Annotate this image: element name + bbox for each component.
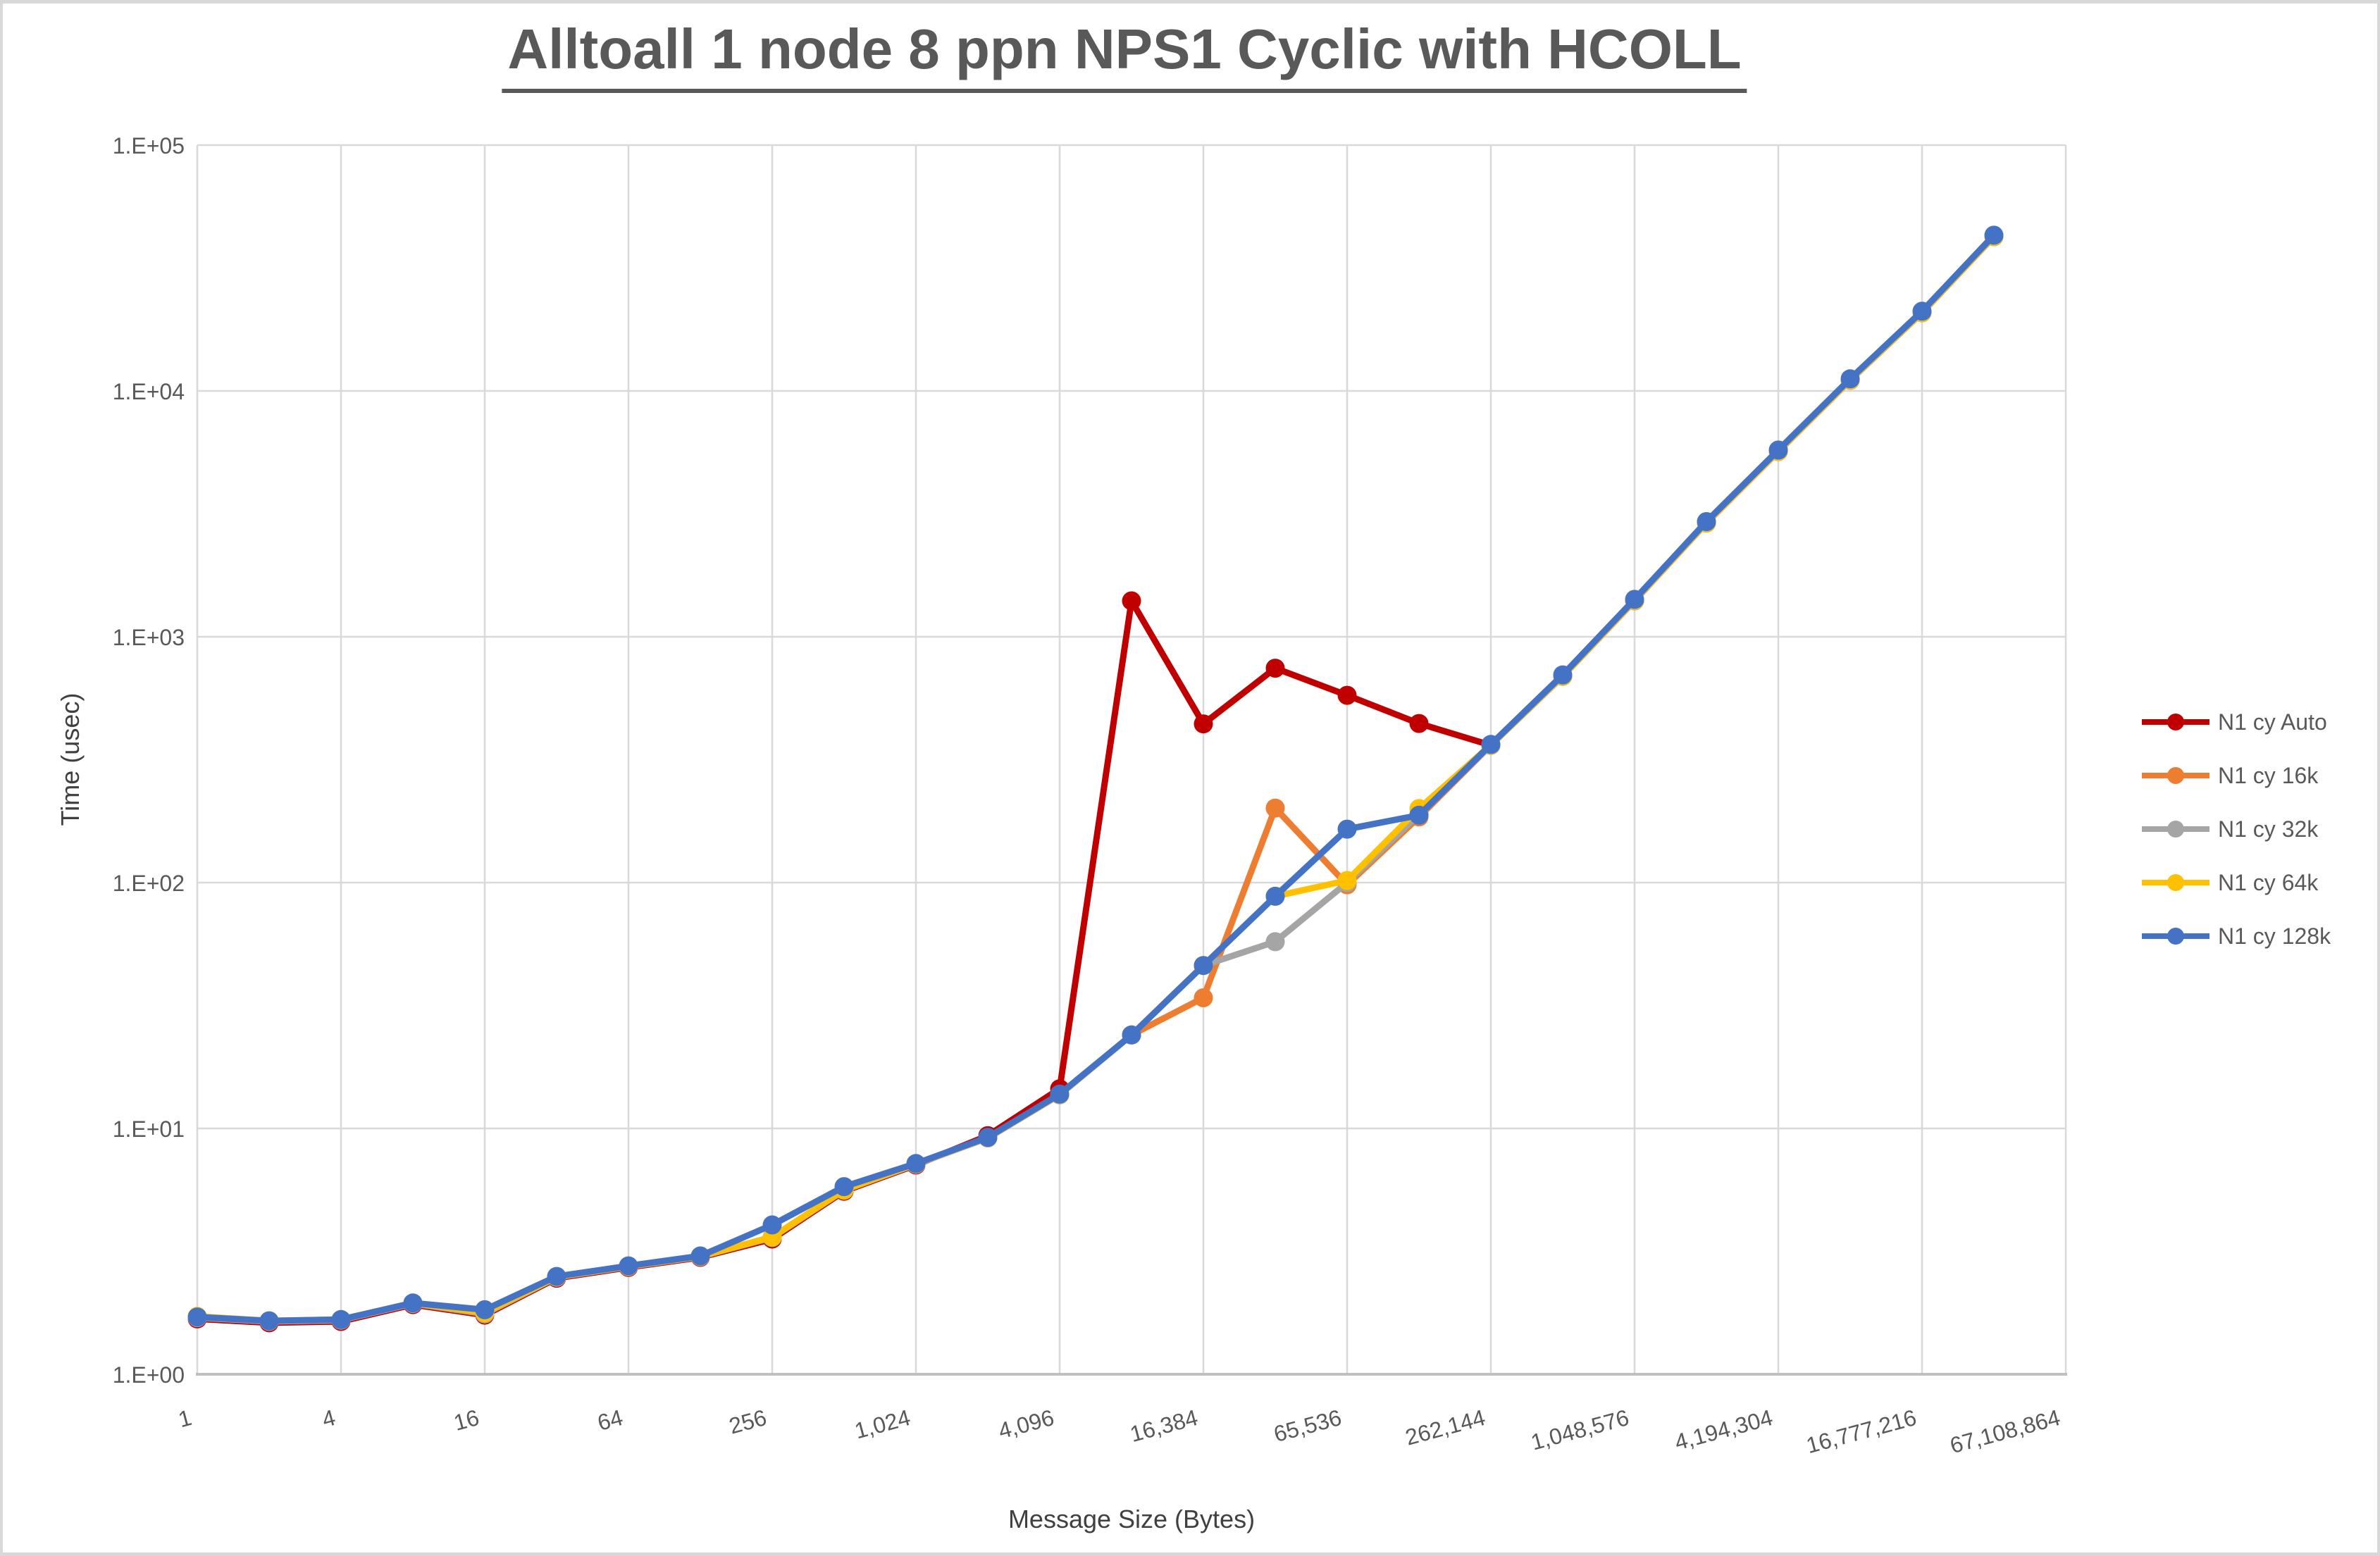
legend-swatch-32k: [2142, 821, 2209, 838]
svg-text:4,194,304: 4,194,304: [1672, 1405, 1775, 1455]
svg-text:67,108,864: 67,108,864: [1947, 1405, 2063, 1458]
y-axis-title: Time (usec): [56, 692, 85, 826]
legend-label-64k: N1 cy 64k: [2218, 869, 2319, 895]
svg-text:16: 16: [451, 1405, 482, 1436]
svg-text:4,096: 4,096: [996, 1405, 1057, 1443]
window-frame-top: [0, 0, 2380, 4]
svg-text:1.E+03: 1.E+03: [113, 625, 185, 650]
svg-text:1.E+00: 1.E+00: [113, 1362, 185, 1388]
svg-text:1,024: 1,024: [852, 1405, 913, 1443]
legend: N1 cy Auto N1 cy 16k N1 cy 32k N1 cy 64k…: [2142, 708, 2331, 950]
svg-text:256: 256: [726, 1405, 769, 1439]
window-frame-right: [2377, 0, 2380, 1556]
svg-text:65,536: 65,536: [1271, 1405, 1344, 1447]
svg-text:64: 64: [595, 1405, 626, 1436]
legend-item-128k: N1 cy 128k: [2142, 922, 2331, 950]
svg-text:1: 1: [175, 1405, 194, 1432]
svg-text:1.E+05: 1.E+05: [113, 133, 185, 158]
legend-swatch-64k: [2142, 874, 2209, 891]
chart-title: Alltoall 1 node 8 ppn NPS1 Cyclic with H…: [502, 17, 1747, 93]
window-frame-bottom: [0, 1552, 2380, 1556]
legend-swatch-128k: [2142, 928, 2209, 945]
legend-label-128k: N1 cy 128k: [2218, 923, 2331, 949]
svg-text:4: 4: [319, 1405, 338, 1432]
svg-text:16,777,216: 16,777,216: [1804, 1405, 1919, 1458]
svg-text:1,048,576: 1,048,576: [1528, 1405, 1632, 1455]
x-axis-title: Message Size (Bytes): [1008, 1505, 1256, 1533]
legend-label-16k: N1 cy 16k: [2218, 762, 2319, 788]
legend-swatch-auto: [2142, 714, 2209, 730]
svg-text:1.E+04: 1.E+04: [113, 379, 185, 404]
window-frame-left: [0, 0, 3, 1556]
svg-text:1.E+02: 1.E+02: [113, 871, 185, 896]
legend-item-16k: N1 cy 16k: [2142, 761, 2331, 790]
legend-item-64k: N1 cy 64k: [2142, 869, 2331, 897]
legend-item-32k: N1 cy 32k: [2142, 815, 2331, 843]
svg-text:262,144: 262,144: [1403, 1405, 1488, 1450]
legend-label-auto: N1 cy Auto: [2218, 709, 2327, 735]
svg-text:1.E+01: 1.E+01: [113, 1116, 185, 1142]
legend-label-32k: N1 cy 32k: [2218, 816, 2319, 842]
svg-text:16,384: 16,384: [1127, 1405, 1201, 1447]
legend-swatch-16k: [2142, 767, 2209, 784]
legend-item-auto: N1 cy Auto: [2142, 708, 2331, 736]
